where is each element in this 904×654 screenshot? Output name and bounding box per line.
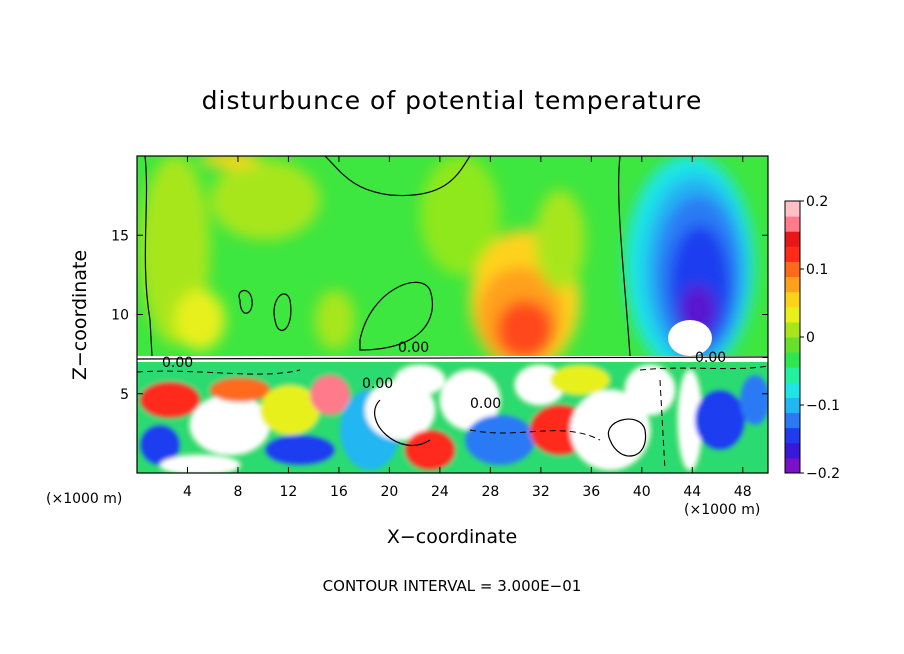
heatmap-field <box>137 156 768 473</box>
white-patch <box>668 320 712 356</box>
x-tick-label: 36 <box>582 484 600 500</box>
x-tick-label: 16 <box>330 484 348 500</box>
x-tick-label: 24 <box>431 484 449 500</box>
colorbar-swatch <box>785 201 800 217</box>
x-tick-label: 28 <box>481 484 499 500</box>
colorbar-swatch <box>785 321 800 338</box>
y-tick-label: 5 <box>120 387 129 403</box>
contour-labels: 0.00 0.00 0.00 0.00 0.00 <box>162 340 726 412</box>
colorbar-tick-label: −0.2 <box>806 466 840 482</box>
colorbar-tick-label: 0.1 <box>806 262 828 278</box>
colorbar-swatch <box>785 231 800 247</box>
x-tick-label: 20 <box>380 484 398 500</box>
colorbar-swatch <box>785 261 800 278</box>
x-axis-label: X−coordinate <box>386 526 518 548</box>
colorbar-swatch <box>785 382 800 398</box>
colorbar-swatch <box>785 427 800 444</box>
x-tick-label: 12 <box>280 484 298 500</box>
x-axis: 4 8 12 16 20 24 28 32 36 40 44 48 <box>183 156 752 500</box>
colorbar-tick-label: 0 <box>806 330 815 346</box>
colorbar-swatch <box>785 306 800 323</box>
x-tick-label: 40 <box>633 484 651 500</box>
contour-label: 0.00 <box>162 355 193 371</box>
y-axis: 5 10 15 <box>111 228 768 403</box>
contour-label: 0.00 <box>362 376 393 392</box>
colorbar-swatch <box>785 367 800 383</box>
colorbar-swatch <box>785 457 800 474</box>
y-axis-label: Z−coordinate <box>69 249 91 381</box>
x-tick-label: 48 <box>734 484 752 500</box>
colorbar-swatch <box>785 246 800 262</box>
y-tick-label: 10 <box>111 308 129 324</box>
colorbar-swatch <box>785 291 800 308</box>
colorbar-tick-label: −0.1 <box>806 398 840 414</box>
colorbar: 0.2 0.1 0 −0.1 −0.2 <box>784 194 840 482</box>
x-unit-label-right: (×1000 m) <box>684 502 761 518</box>
contour-lines <box>137 156 768 457</box>
contour-label: 0.00 <box>695 350 726 366</box>
colorbar-swatch <box>785 412 800 429</box>
x-tick-label: 32 <box>532 484 550 500</box>
x-tick-label: 44 <box>683 484 701 500</box>
colorbar-swatch <box>785 442 800 459</box>
colorbar-swatch <box>785 397 800 414</box>
x-tick-label: 8 <box>233 484 242 500</box>
contour-label: 0.00 <box>398 340 429 356</box>
contour-interval-note: CONTOUR INTERVAL = 3.000E−01 <box>322 577 582 595</box>
y-tick-label: 15 <box>111 228 129 244</box>
x-tick-label: 4 <box>183 484 192 500</box>
colorbar-swatch <box>785 352 800 368</box>
x-unit-label-left: (×1000 m) <box>46 491 123 507</box>
colorbar-swatch <box>785 337 800 353</box>
contour-label: 0.00 <box>470 396 501 412</box>
colorbar-swatch <box>785 276 800 293</box>
colorbar-swatch <box>785 216 800 232</box>
chart-title: disturbunce of potential temperature <box>201 86 703 115</box>
colorbar-tick-label: 0.2 <box>806 194 828 210</box>
